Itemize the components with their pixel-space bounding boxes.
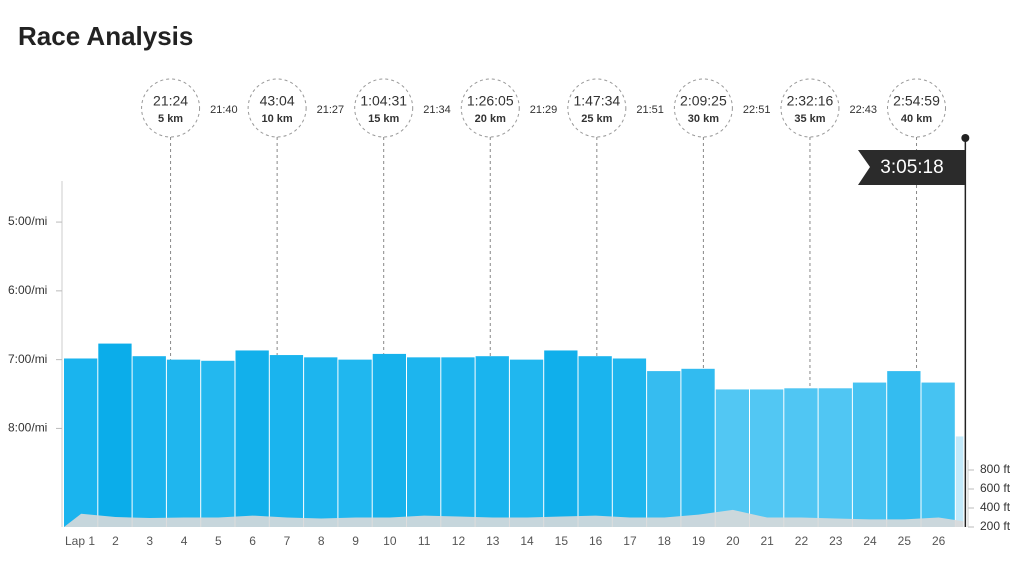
x-tick-label: 6 (249, 534, 256, 548)
bar (441, 357, 475, 527)
bar (681, 368, 715, 527)
y-tick-label: 5:00/mi (8, 214, 47, 228)
y-tick-label: 7:00/mi (8, 352, 47, 366)
y2-tick-label: 400 ft (980, 500, 1011, 514)
bar (475, 356, 509, 527)
split-marker (141, 78, 201, 138)
x-tick-label: 24 (863, 534, 877, 548)
bar (269, 355, 304, 527)
split-marker (354, 78, 414, 138)
split-time: 1:04:31 (360, 93, 407, 109)
split-gap: 21:40 (210, 104, 238, 116)
x-tick-label: 22 (795, 534, 809, 548)
bar (407, 357, 441, 527)
x-tick-label: 14 (520, 534, 534, 548)
split-marker (780, 78, 840, 138)
x-tick-label: 23 (829, 534, 843, 548)
x-tick-label: 18 (658, 534, 672, 548)
bar (784, 388, 818, 527)
split-time: 2:54:59 (893, 93, 940, 109)
split-gap: 21:29 (530, 104, 558, 116)
split-distance: 15 km (368, 113, 399, 125)
x-tick-label: 10 (383, 534, 397, 548)
bar (612, 358, 647, 527)
split-gap: 22:43 (849, 104, 877, 116)
split-marker (460, 78, 520, 138)
split-gap: 22:51 (743, 104, 771, 116)
bar (715, 389, 749, 527)
finish-dot (961, 134, 970, 142)
x-tick-label: 4 (181, 534, 188, 548)
y2-tick-label: 800 ft (980, 462, 1011, 476)
split-time: 21:24 (153, 93, 188, 109)
bar (921, 382, 955, 527)
x-tick-label: 11 (418, 534, 431, 548)
finish-flag (858, 150, 966, 185)
x-tick-label: 16 (589, 534, 603, 548)
split-time: 1:47:34 (573, 93, 620, 109)
split-time: 43:04 (260, 93, 295, 109)
split-marker (673, 78, 733, 138)
x-tick-label: 5 (215, 534, 222, 548)
split-gap: 21:34 (423, 104, 451, 116)
bar (852, 382, 887, 527)
bar (64, 358, 98, 527)
bar (750, 389, 784, 527)
split-time: 2:09:25 (680, 93, 727, 109)
x-tick-label: 3 (146, 534, 153, 548)
bar (544, 350, 578, 527)
split-distance: 10 km (262, 113, 293, 125)
split-gap: 21:27 (317, 104, 345, 116)
bar (887, 371, 921, 527)
x-tick-label: 7 (284, 534, 291, 548)
x-tick-label: Lap 1 (65, 534, 95, 548)
split-time: 1:26:05 (467, 93, 514, 109)
bar (578, 356, 612, 527)
split-marker (567, 78, 627, 138)
x-tick-label: 8 (318, 534, 325, 548)
x-tick-label: 2 (112, 534, 119, 548)
bar (509, 359, 544, 527)
bar (372, 353, 406, 527)
split-distance: 5 km (158, 113, 183, 125)
y2-tick-label: 600 ft (980, 481, 1011, 495)
x-tick-label: 17 (623, 534, 637, 548)
bar (166, 359, 201, 527)
x-tick-label: 26 (932, 534, 946, 548)
split-marker (247, 78, 307, 138)
y-tick-label: 6:00/mi (8, 283, 47, 297)
bar (132, 356, 166, 527)
split-distance: 30 km (688, 113, 719, 125)
bar (201, 360, 235, 527)
split-distance: 40 km (901, 113, 932, 125)
x-tick-label: 25 (898, 534, 912, 548)
split-distance: 35 km (794, 113, 825, 125)
bar (98, 343, 132, 527)
split-distance: 25 km (581, 113, 612, 125)
split-distance: 20 km (475, 113, 506, 125)
split-time: 2:32:16 (787, 93, 834, 109)
split-gap: 21:51 (636, 104, 664, 116)
y2-tick-label: 200 ft (980, 519, 1011, 533)
x-tick-label: 20 (726, 534, 740, 548)
bar (818, 388, 852, 527)
split-marker (887, 78, 947, 138)
bar (647, 371, 681, 527)
x-tick-label: 19 (692, 534, 706, 548)
page-title: Race Analysis (18, 21, 193, 51)
x-tick-label: 9 (352, 534, 359, 548)
bar (955, 436, 964, 527)
y-tick-label: 8:00/mi (8, 421, 47, 435)
elevation-area (64, 509, 964, 527)
x-tick-label: 15 (555, 534, 569, 548)
bar (338, 359, 372, 527)
x-tick-label: 12 (452, 534, 466, 548)
bar (304, 357, 338, 527)
x-tick-label: 21 (760, 534, 774, 548)
bar (235, 350, 269, 527)
x-tick-label: 13 (486, 534, 500, 548)
finish-time: 3:05:18 (880, 157, 943, 178)
